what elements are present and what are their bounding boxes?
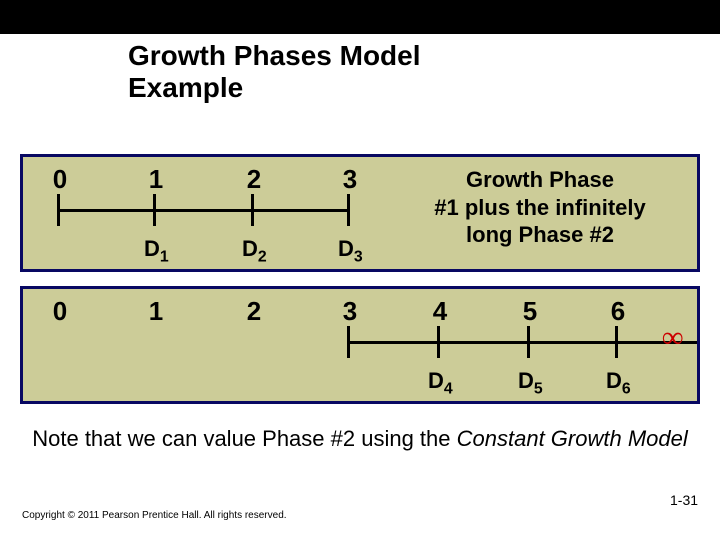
timeline2-period-3: 3	[340, 296, 360, 327]
timeline1-dividend-3: D3	[338, 236, 363, 266]
title-line2: Example	[128, 72, 243, 103]
infinity-symbol: ∞	[662, 321, 683, 355]
title-line1: Growth Phases Model	[128, 40, 421, 71]
timeline2-dividend-6: D6	[606, 368, 631, 398]
timeline1-tick-1	[153, 194, 156, 226]
copyright: Copyright © 2011 Pearson Prentice Hall. …	[22, 510, 287, 521]
top-bar	[0, 0, 720, 34]
timeline2-period-5: 5	[520, 296, 540, 327]
timeline1-tick-3	[347, 194, 350, 226]
timeline2-period-0: 0	[50, 296, 70, 327]
footnote: Note that we can value Phase #2 using th…	[30, 424, 690, 454]
phase-line2: #1 plus the infinitely	[395, 194, 685, 222]
timeline1-axis	[57, 209, 347, 212]
timeline2-period-6: 6	[608, 296, 628, 327]
timeline2-dividend-4: D4	[428, 368, 453, 398]
timeline1-dividend-2: D2	[242, 236, 267, 266]
timeline-panel-2	[20, 286, 700, 404]
timeline1-tick-0	[57, 194, 60, 226]
phase-line1: Growth Phase	[395, 166, 685, 194]
timeline2-period-4: 4	[430, 296, 450, 327]
timeline2-dividend-5: D5	[518, 368, 543, 398]
page-number: 1-31	[670, 492, 698, 508]
timeline1-period-3: 3	[340, 164, 360, 195]
phase-line3: long Phase #2	[395, 221, 685, 249]
timeline2-tick-3	[347, 326, 350, 358]
slide-title: Growth Phases ModelExample	[128, 40, 628, 104]
timeline1-period-2: 2	[244, 164, 264, 195]
timeline1-dividend-1: D1	[144, 236, 169, 266]
timeline2-axis	[347, 341, 697, 344]
timeline2-tick-6	[615, 326, 618, 358]
timeline2-tick-4	[437, 326, 440, 358]
timeline2-tick-5	[527, 326, 530, 358]
timeline1-tick-2	[251, 194, 254, 226]
timeline2-period-1: 1	[146, 296, 166, 327]
timeline1-period-0: 0	[50, 164, 70, 195]
timeline1-period-1: 1	[146, 164, 166, 195]
timeline2-period-2: 2	[244, 296, 264, 327]
phase-text: Growth Phase#1 plus the infinitelylong P…	[395, 166, 685, 249]
